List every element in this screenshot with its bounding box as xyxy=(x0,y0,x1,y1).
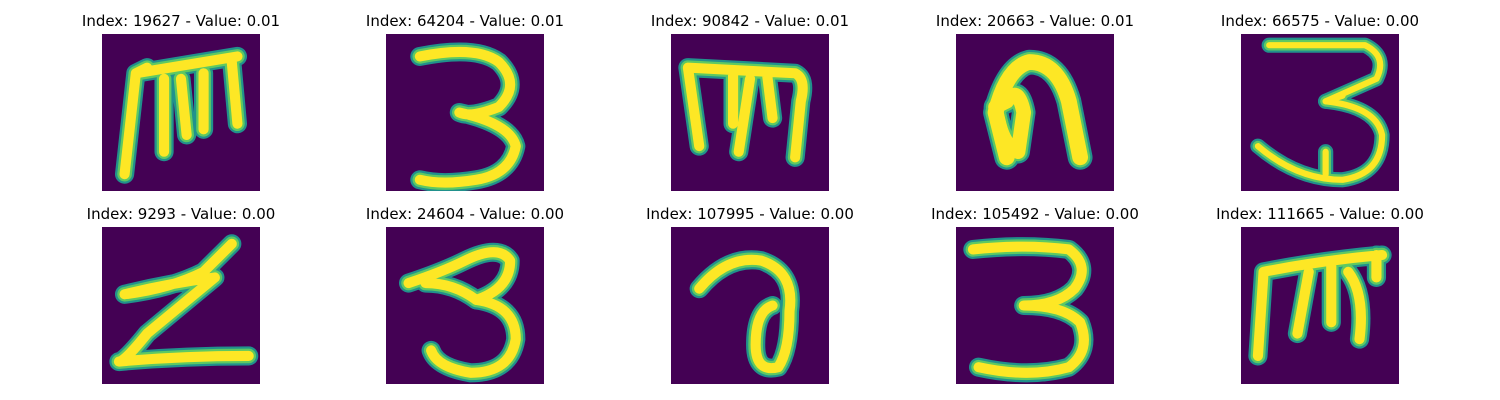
panel-title: Index: 107995 - Value: 0.00 xyxy=(635,205,865,223)
panel-title: Index: 9293 - Value: 0.00 xyxy=(66,205,296,223)
panel-3: Index: 90842 - Value: 0.01 xyxy=(635,12,865,202)
panel-6: Index: 9293 - Value: 0.00 xyxy=(66,205,296,395)
panel-7: Index: 24604 - Value: 0.00 xyxy=(350,205,580,395)
digit-image xyxy=(956,34,1114,191)
panel-9: Index: 105492 - Value: 0.00 xyxy=(920,205,1150,395)
panel-10: Index: 111665 - Value: 0.00 xyxy=(1205,205,1435,395)
digit-image xyxy=(956,227,1114,384)
digit-image xyxy=(671,34,829,191)
panel-8: Index: 107995 - Value: 0.00 xyxy=(635,205,865,395)
panel-title: Index: 90842 - Value: 0.01 xyxy=(635,12,865,30)
digit-image xyxy=(102,34,260,191)
panel-title: Index: 111665 - Value: 0.00 xyxy=(1205,205,1435,223)
digit-image xyxy=(1241,34,1399,191)
panel-title: Index: 19627 - Value: 0.01 xyxy=(66,12,296,30)
panel-title: Index: 20663 - Value: 0.01 xyxy=(920,12,1150,30)
panel-2: Index: 64204 - Value: 0.01 xyxy=(350,12,580,202)
digit-image xyxy=(102,227,260,384)
panel-title: Index: 64204 - Value: 0.01 xyxy=(350,12,580,30)
digit-image xyxy=(1241,227,1399,384)
digit-image xyxy=(671,227,829,384)
digit-image xyxy=(386,227,544,384)
panel-title: Index: 66575 - Value: 0.00 xyxy=(1205,12,1435,30)
panel-5: Index: 66575 - Value: 0.00 xyxy=(1205,12,1435,202)
panel-title: Index: 24604 - Value: 0.00 xyxy=(350,205,580,223)
digit-image xyxy=(386,34,544,191)
panel-title: Index: 105492 - Value: 0.00 xyxy=(920,205,1150,223)
panel-4: Index: 20663 - Value: 0.01 xyxy=(920,12,1150,202)
panel-1: Index: 19627 - Value: 0.01 xyxy=(66,12,296,202)
